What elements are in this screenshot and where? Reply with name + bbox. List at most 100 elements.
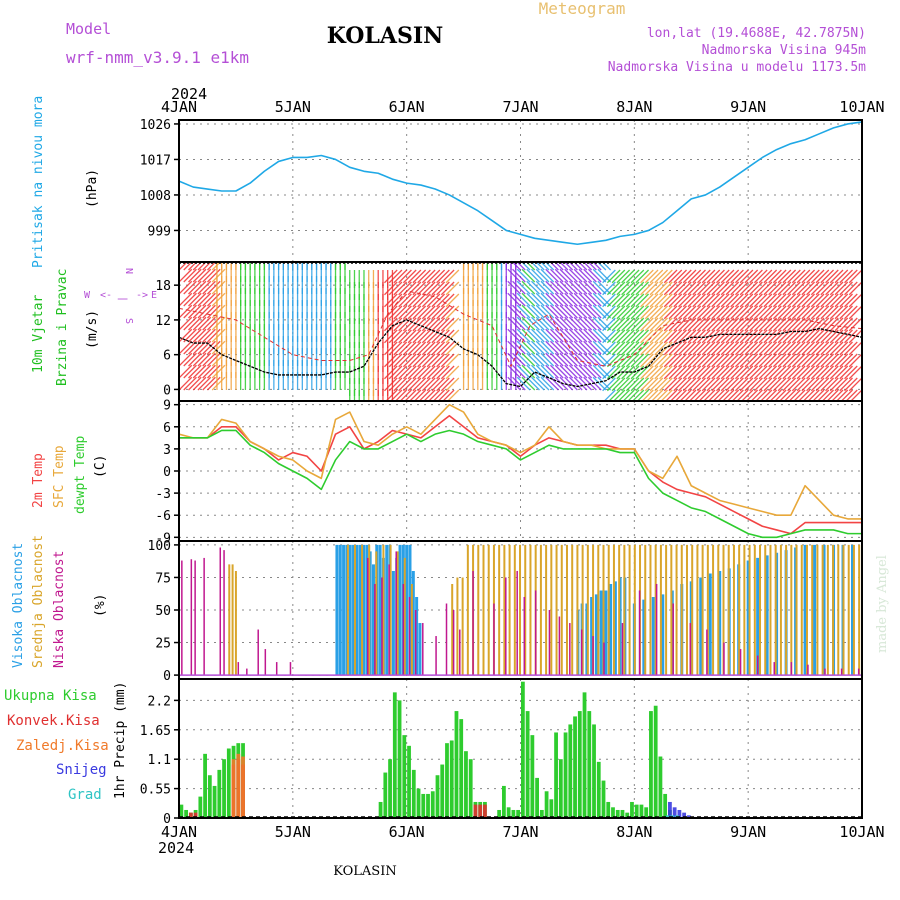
wind-barb [621,305,635,320]
wind-barb [730,353,744,368]
wind-barb [535,328,550,343]
wind-barb [825,329,839,344]
wind-barb [426,353,441,368]
wind-barb [739,305,754,320]
wind-barb [801,365,816,380]
wind-barb [512,280,526,295]
wind-barb [744,281,759,296]
cloud-ylabel-high: Visoka Oblacnost [11,543,26,668]
wind-barb [202,376,216,391]
wind-barb [668,377,683,392]
wind-barb [692,293,706,308]
wind-barb [540,364,555,379]
wind-barb [763,341,778,356]
wind-barb [725,305,740,320]
y-tick-label: 9 [163,399,171,414]
wind-barb [383,317,398,332]
wind-barb [179,364,193,379]
wind-barb [796,377,811,392]
wind-barb [179,376,193,391]
wind-barb [692,329,706,344]
wind-barb [659,281,673,296]
wind-barb [697,377,711,392]
wind-barb [659,317,673,332]
wind-barb [578,376,593,391]
wind-barb [436,341,450,356]
wind-barb [402,317,417,332]
wind-barb [602,269,616,284]
wind-barb [568,376,583,391]
wind-barb [777,353,792,368]
wind-barb [758,281,773,296]
wind-barb [206,268,221,283]
wind-barb [568,280,583,295]
wind-barb [398,341,412,356]
wind-barb [183,292,197,307]
wind-barb [545,364,559,379]
wind-barb [578,280,593,295]
wind-barb [512,340,526,355]
wind-barb [829,365,844,380]
wind-barb [402,293,417,308]
wind-barb [398,305,412,320]
precip-bar [388,759,392,818]
x-tick-label: 6JAN [389,823,425,841]
meteogram-panels: 999100810171026061218-9-6-30369025507510… [140,118,863,827]
wind-barb [768,341,782,356]
wind-barb [815,269,830,284]
wind-barb [692,353,706,368]
wind-barb [597,292,612,307]
wind-barb [564,292,578,307]
pressure-ylabel: Pritisak na nivou mora [31,96,46,268]
x-tick-label: 9JAN [730,98,766,116]
wind-barb [687,293,702,308]
wind-barb [725,269,740,284]
wind-barb [516,376,531,391]
wind-barb [388,269,403,284]
wind-barb [801,305,816,320]
y-tick-label: 1026 [140,118,171,133]
wind-barb [512,364,526,379]
wind-barb [606,329,621,344]
wind-barb [431,377,446,392]
wind-barb [753,317,768,332]
wind-barb [749,365,763,380]
wind-barb [383,281,398,296]
wind-barb [758,269,773,284]
wind-barb [844,317,858,332]
wind-barb [782,365,797,380]
wind-barb [659,305,673,320]
wind-barb [211,340,226,355]
wind-barb [815,305,830,320]
wind-barb [616,341,631,356]
wind-barb [801,341,816,356]
wind-barb [749,305,763,320]
wind-barb [815,281,830,296]
wind-barb [188,262,198,271]
wind-barb [678,317,692,332]
wind-barb [440,317,455,332]
wind-barb [535,292,550,307]
wind-barb [787,305,801,320]
wind-barb [621,281,635,296]
wind-barb [782,353,797,368]
wind-barb [578,292,593,307]
wind-barb [545,328,559,343]
wind-barb [687,329,702,344]
precip-bar [549,799,554,818]
wind-barb [810,269,825,284]
wind-barb [659,341,673,356]
wind-barb [573,280,588,295]
wind-barb [597,364,612,379]
wind-barb [668,305,683,320]
wind-barb [777,341,792,356]
wind-barb [630,353,645,368]
wind-barb [592,280,607,295]
wind-barb [606,281,621,296]
temperature-panel: -9 -6 -3 0 3 6 9 [155,399,863,546]
wind-barb [531,328,545,343]
wind-barb [815,329,830,344]
wind-barb [592,262,602,271]
wind-barb [820,353,835,368]
